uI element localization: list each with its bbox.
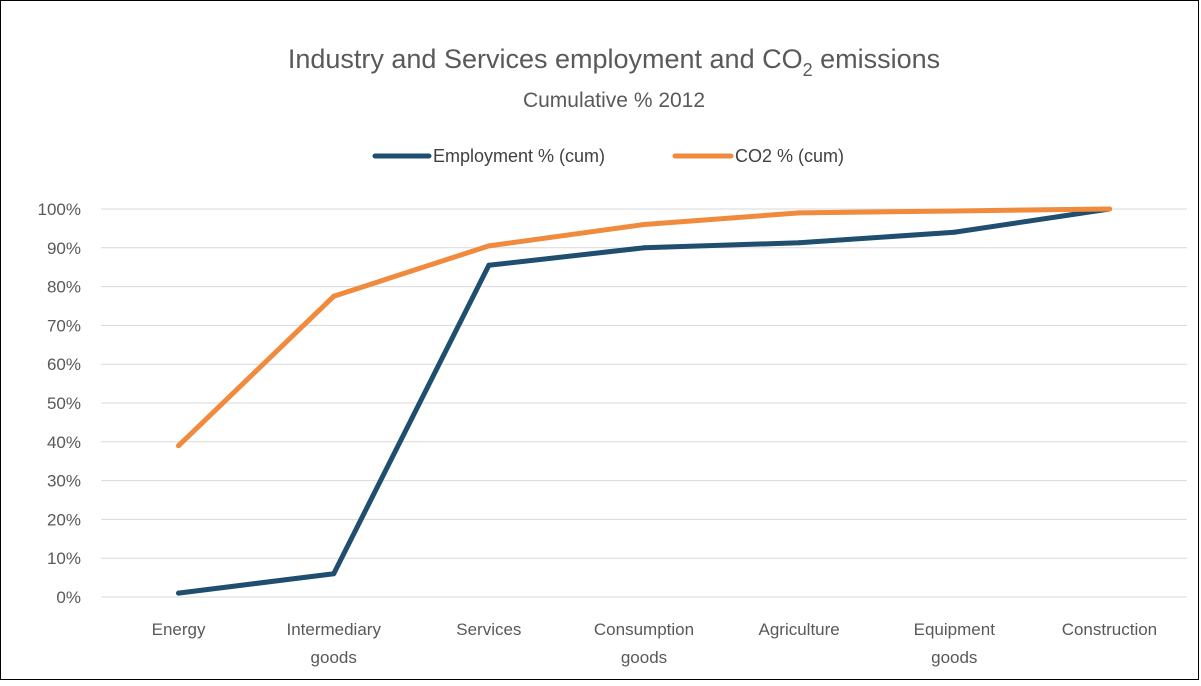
x-axis: Energy Intermediary goods Services Consumpti… (152, 620, 1158, 667)
x-tick-label: Agriculture (759, 620, 840, 639)
data-point (951, 208, 957, 214)
data-point (796, 240, 802, 246)
data-point (176, 590, 182, 596)
gridlines (101, 208, 1187, 598)
data-point (641, 222, 647, 228)
data-point (1106, 206, 1112, 212)
y-tick-label: 60% (47, 355, 81, 374)
data-point (486, 262, 492, 268)
data-point (486, 243, 492, 249)
y-axis: 0% 10% 20% 30% 40% 50% 60% 70% 80% 90% 100% (38, 200, 81, 607)
x-tick-label: Intermediary goods (286, 620, 381, 667)
legend: Employment % (cum) CO2 % (cum) (372, 146, 844, 166)
x-tick-label: Services (456, 620, 521, 639)
y-tick-label: 40% (47, 433, 81, 452)
legend-label: CO2 % (cum) (735, 146, 844, 166)
data-point (796, 210, 802, 216)
data-point (331, 571, 337, 577)
series-line (176, 206, 1112, 449)
x-tick-label: Equipment goods (914, 620, 996, 667)
y-tick-label: 30% (47, 472, 81, 491)
data-point (641, 245, 647, 251)
data-point (951, 229, 957, 235)
y-tick-label: 20% (47, 510, 81, 529)
x-tick-label: Energy (152, 620, 206, 639)
x-tick-label: Construction (1062, 620, 1157, 639)
series-lines (176, 206, 1112, 596)
y-tick-label: 80% (47, 278, 81, 297)
series-line (176, 206, 1112, 596)
y-tick-label: 10% (47, 549, 81, 568)
chart-subtitle: Cumulative % 2012 (523, 89, 705, 112)
y-tick-label: 70% (47, 316, 81, 335)
y-tick-label: 90% (47, 239, 81, 258)
y-tick-label: 100% (38, 200, 81, 219)
legend-label: Employment % (cum) (433, 146, 605, 166)
y-tick-label: 0% (56, 588, 81, 607)
x-tick-label: Consumption goods (594, 620, 694, 667)
chart-title: Industry and Services employment and CO2… (288, 44, 940, 80)
data-point (331, 293, 337, 299)
y-tick-label: 50% (47, 394, 81, 413)
data-point (176, 443, 182, 449)
